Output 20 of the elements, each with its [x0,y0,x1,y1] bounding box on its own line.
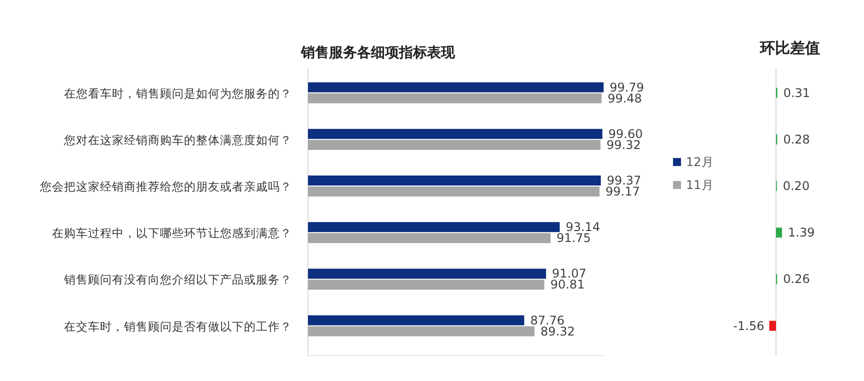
y-tick-label: 在您看车时，销售顾问是如何为您服务的？ [64,86,292,100]
data-label: 99.37 [606,174,642,188]
y-tick-label: 在交车时，销售顾问是否有做以下的工作？ [64,319,292,334]
data-label: -1.56 [733,318,764,333]
y-tick-label: 在购车过程中，以下哪些环节让您感到满意？ [52,226,292,240]
legend-label: 11月 [686,178,714,192]
chart-title: 环比差值 [759,39,820,57]
data-label: 1.39 [788,226,815,240]
chart-title: 销售服务各细项指标表现 [300,45,456,61]
data-label: 0.28 [783,132,810,146]
y-tick-label: 您会把这家经销商推荐给您的朋友或者亲戚吗？ [39,180,292,194]
bar [769,320,776,331]
data-label: 0.26 [783,272,810,286]
bar [776,228,782,238]
legend-label: 12月 [686,155,714,169]
data-label: 0.31 [783,86,810,100]
data-label: 0.20 [782,179,810,193]
y-tick-label: 您对在这家经销商购车的整体满意度如何？ [63,132,292,147]
data-label: 99.17 [606,184,640,198]
y-tick-label: 销售顾问有没有向您介绍以下产品或服务？ [63,272,292,287]
